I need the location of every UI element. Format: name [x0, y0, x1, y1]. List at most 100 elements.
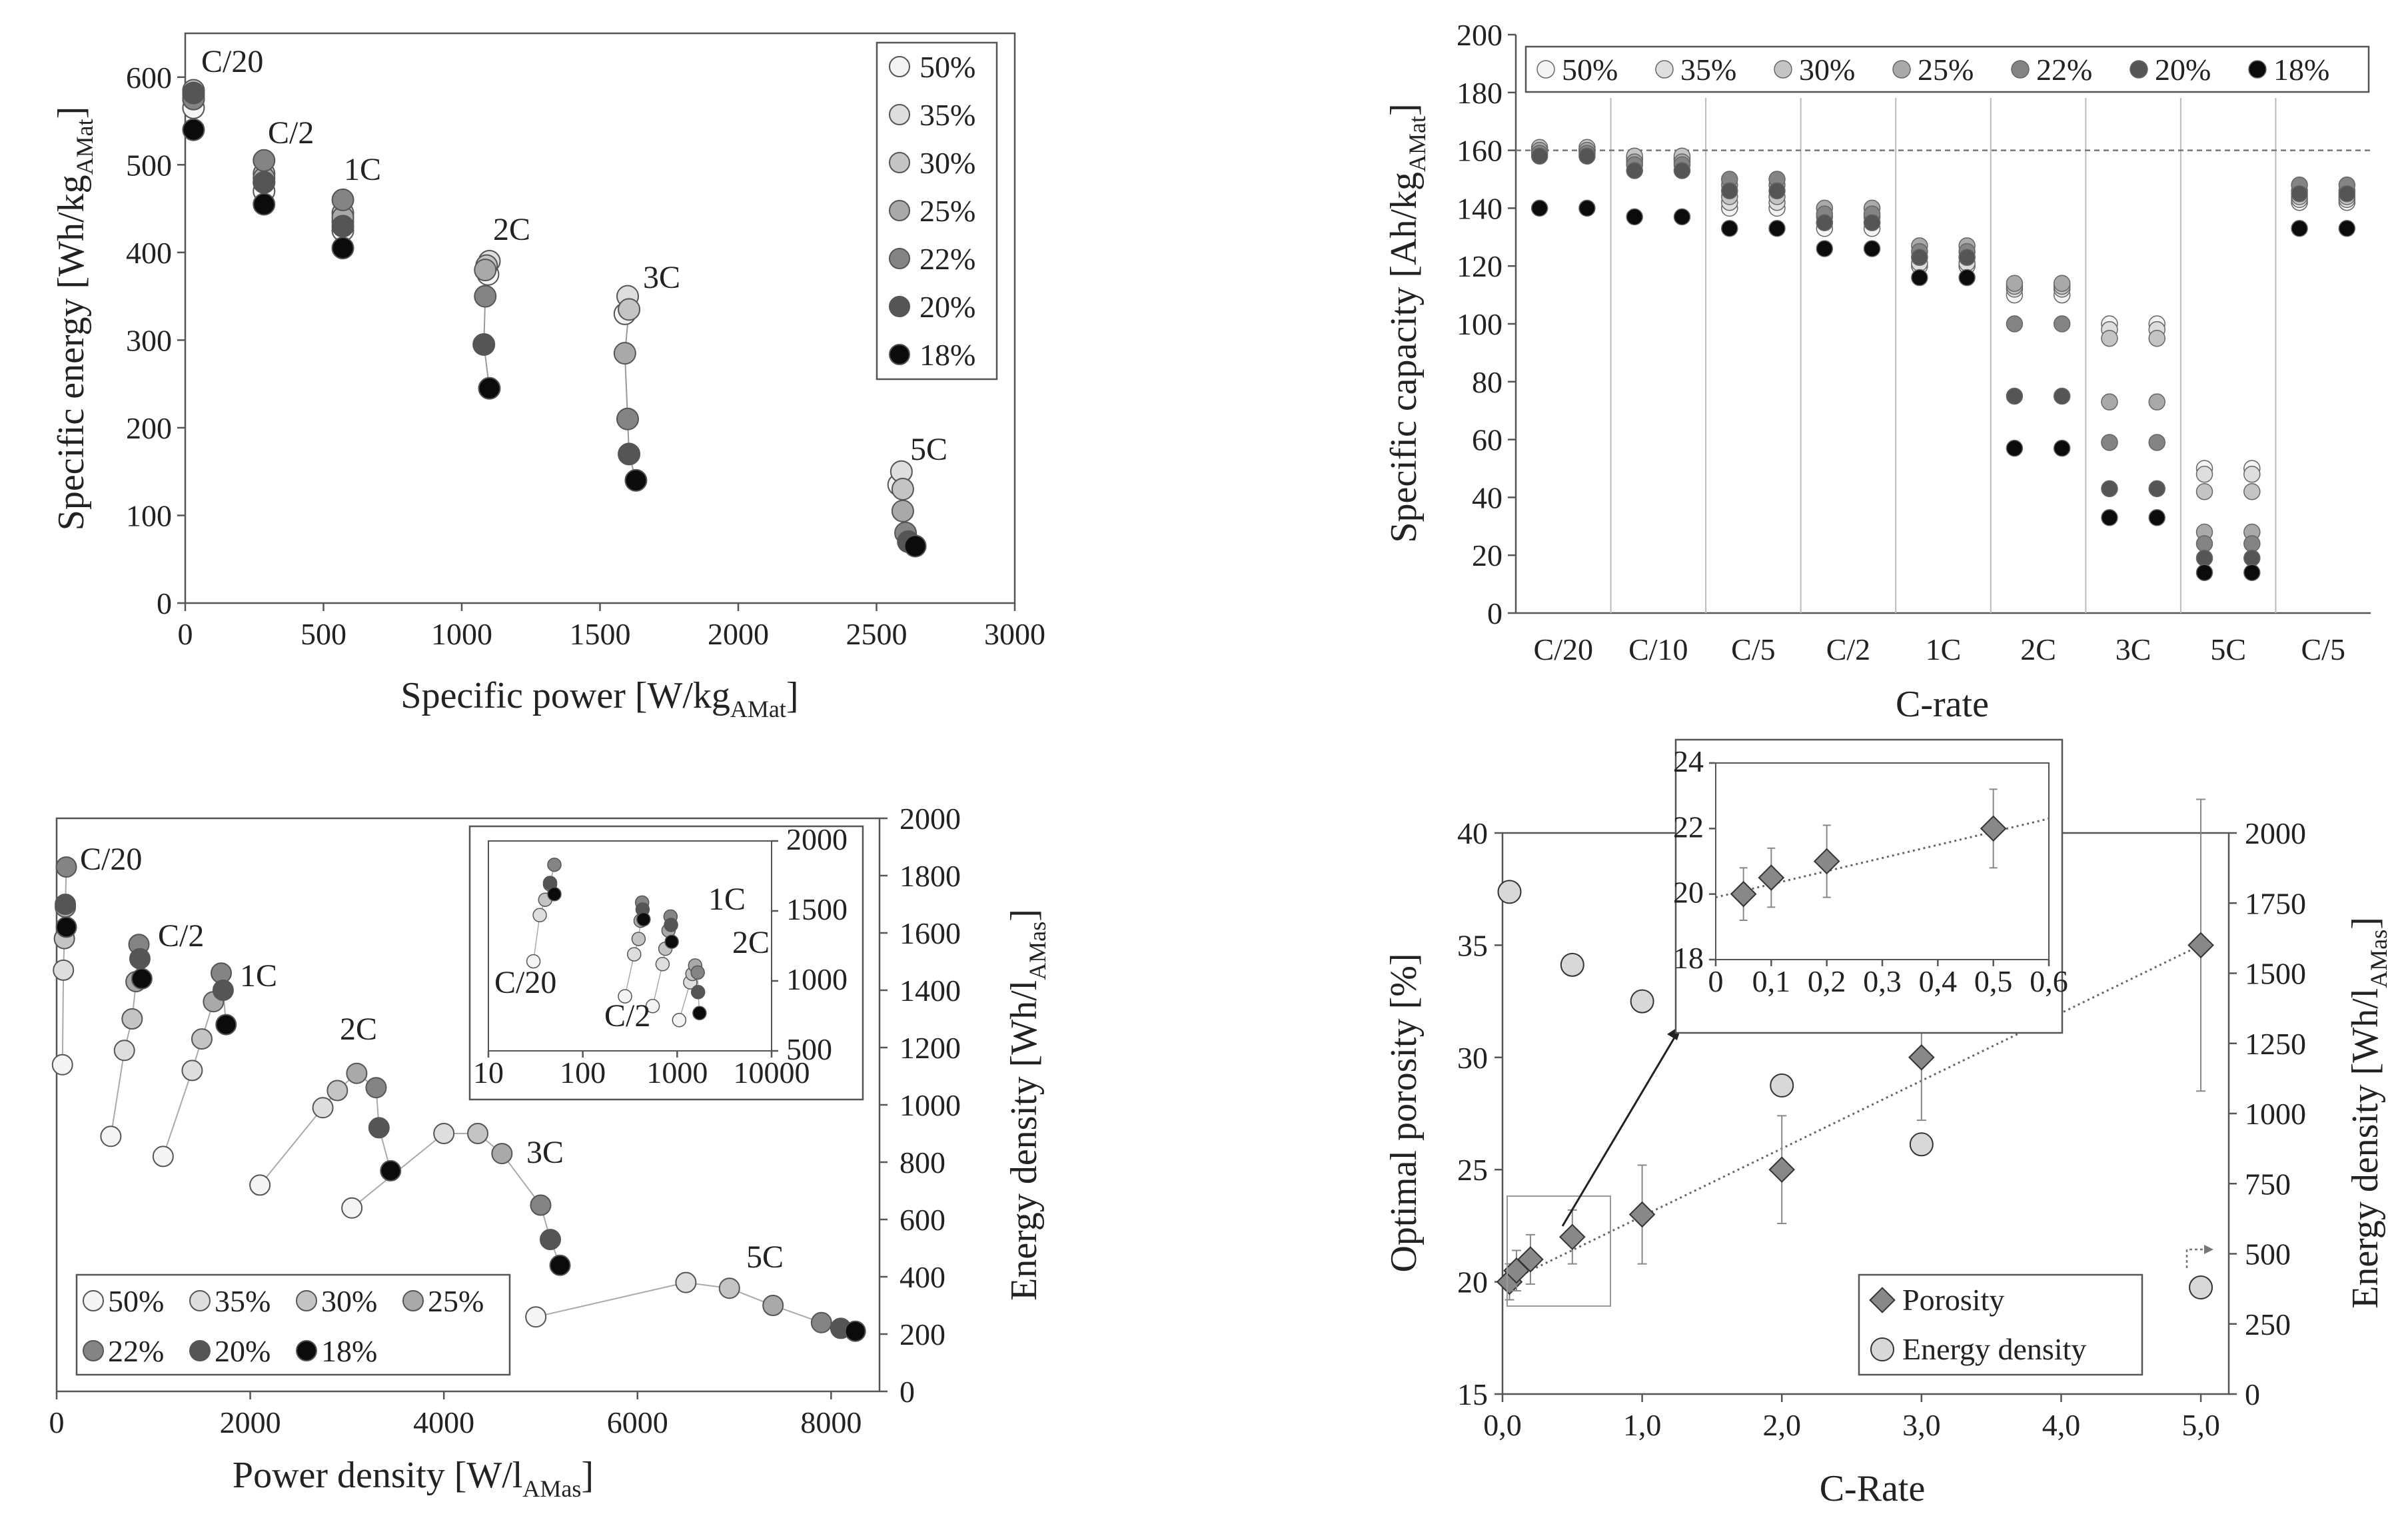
- p2-point: [2101, 480, 2118, 498]
- p3-inset-point: [631, 932, 646, 946]
- p1-y-tick-label: 300: [126, 323, 172, 357]
- p2-y-tick-label: 100: [1457, 307, 1503, 341]
- p2-point: [1530, 199, 1548, 217]
- p2-point: [2006, 387, 2024, 405]
- p2-point: [1816, 214, 1834, 231]
- p4-x-tick-label: 2,0: [1762, 1408, 1801, 1442]
- p1-point: [331, 237, 354, 260]
- p1-ann-c20: C/20: [201, 44, 263, 79]
- p4-y2-tick-label: 1500: [2245, 957, 2306, 991]
- p1-ann-1c: 1C: [344, 152, 381, 187]
- p2-x-tick-label: C/5: [1731, 632, 1775, 666]
- p3-point: [312, 1097, 334, 1119]
- p1-legend-marker: [889, 152, 910, 173]
- p4-legend: [1858, 1273, 2143, 1376]
- p3-inset-y-tick-label: 2000: [786, 822, 848, 856]
- p3-legend-marker: [83, 1340, 104, 1361]
- p3-point: [152, 1145, 174, 1167]
- p4-hint-arrow: [2185, 1248, 2207, 1268]
- p1-point: [478, 377, 501, 400]
- p3-point: [530, 1194, 552, 1216]
- p2-legend-label: 22%: [2036, 53, 2092, 87]
- p2-x-tick-label: 2C: [2020, 632, 2056, 666]
- p4-inset-porosity-point: [1813, 848, 1840, 875]
- p3-legend-label: 22%: [108, 1334, 164, 1368]
- p3-y-tick-label: 600: [900, 1203, 945, 1237]
- p3-inset-point: [664, 934, 679, 949]
- p3-inset-x-tick-label: 1000: [646, 1056, 708, 1090]
- p4-y2-tick-label: 2000: [2245, 816, 2306, 850]
- p1-legend-marker: [889, 200, 910, 221]
- p4-legend-porosity: Porosity: [1902, 1283, 2004, 1317]
- p3-point: [810, 1311, 832, 1333]
- p4-porosity-point: [1517, 1246, 1544, 1273]
- p3-inset-point: [655, 957, 670, 972]
- p3-y-tick-label: 1800: [900, 859, 961, 893]
- p1-point: [891, 478, 914, 500]
- p1-point: [331, 188, 354, 211]
- p3-point: [249, 1174, 271, 1196]
- p2-point: [1578, 199, 1596, 217]
- p4-porosity-point: [1908, 1044, 1935, 1071]
- p2-point: [2006, 439, 2024, 457]
- p2-point: [2148, 329, 2165, 347]
- p3-point: [51, 1054, 73, 1076]
- p2-point: [1911, 249, 1928, 266]
- p2-legend-marker: [1774, 60, 1792, 79]
- p4-y-tick-label: 40: [1457, 816, 1488, 850]
- p3-legend-label: 25%: [428, 1284, 484, 1318]
- p3-ann-c20: C/20: [80, 842, 142, 877]
- p4-y2-tick-label: 1250: [2245, 1027, 2306, 1061]
- p2-point: [1911, 269, 1928, 287]
- p3-inset-ann-2c: 2C: [732, 925, 770, 960]
- p1-legend-marker: [889, 296, 910, 317]
- p2-legend-label: 35%: [1680, 53, 1736, 87]
- p2-legend-label: 30%: [1799, 53, 1855, 87]
- p3-point: [55, 916, 77, 938]
- p3-inset-point: [547, 857, 562, 872]
- p2-y-tick-label: 40: [1472, 480, 1503, 514]
- p2-point: [2291, 185, 2308, 203]
- p3-point: [675, 1271, 697, 1293]
- p4-x-tick-label: 3,0: [1902, 1408, 1941, 1442]
- p3-point: [113, 1040, 135, 1062]
- p2-x-tick-label: 1C: [1926, 632, 1962, 666]
- p3-inset-point: [626, 947, 642, 962]
- p3-x-tick-label: 0: [49, 1405, 65, 1439]
- p4-y-tick-label: 30: [1457, 1041, 1488, 1075]
- p4-energy-point: [1770, 1073, 1794, 1098]
- p2-xlabel: C-rate: [1896, 684, 1989, 725]
- p3-legend-marker: [296, 1290, 317, 1311]
- p3-point: [215, 1014, 237, 1036]
- p3-y-tick-label: 2000: [900, 802, 961, 836]
- p3-group-line: [535, 1281, 856, 1332]
- p3-inset-y-tick-label: 1000: [786, 962, 848, 996]
- p2-x-tick-label: 5C: [2210, 632, 2246, 666]
- p4-porosity-point: [2187, 932, 2214, 959]
- p4-hint-arrowhead: [2204, 1245, 2213, 1254]
- p1-x-tick-label: 2500: [846, 617, 907, 651]
- panel-optimal-porosity: 0,0 1,0 2,0 3,0 4,0 5,0 15 20 25 30 35 40 0 250 500 750…: [1383, 738, 2392, 1509]
- p2-y-tick-label: 120: [1457, 249, 1503, 283]
- p3-inset-point: [690, 985, 706, 1000]
- p3-ann-c2: C/2: [158, 918, 204, 954]
- p2-x-tick-label: C/20: [1534, 632, 1593, 666]
- p4-inset-x-tick-label: 0,5: [1974, 964, 2013, 998]
- p2-legend-marker: [1892, 60, 1911, 79]
- p2-point: [1768, 182, 1786, 200]
- p3-point: [525, 1306, 547, 1328]
- p2-point: [2006, 275, 2024, 292]
- p3-inset-point: [690, 965, 705, 980]
- p3-point: [55, 894, 77, 915]
- p4-porosity-point: [1559, 1223, 1586, 1251]
- p1-legend-marker: [889, 248, 910, 269]
- p3-inset-x-tick-label: 10000: [734, 1056, 810, 1090]
- p2-point: [2101, 509, 2118, 526]
- p1-point: [182, 118, 205, 141]
- p3-point: [326, 1080, 348, 1102]
- p4-ylabel: Optimal porosity [%]: [1383, 953, 1425, 1272]
- p1-y-tick-label: 500: [126, 148, 172, 182]
- p4-inset-x-tick-label: 0,2: [1808, 964, 1846, 998]
- p3-legend-label: 18%: [321, 1334, 377, 1368]
- p2-point: [2148, 393, 2165, 410]
